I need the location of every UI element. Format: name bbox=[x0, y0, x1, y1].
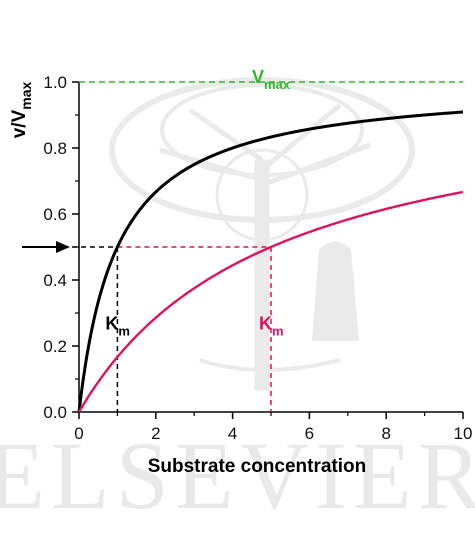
km-helper-lines bbox=[72, 246, 272, 412]
publisher-watermark: ELSEVIER bbox=[0, 77, 475, 529]
y-axis-title: v/Vmax bbox=[9, 82, 34, 139]
y-tick-label: 1.0 bbox=[43, 73, 67, 92]
x-tick-label: 6 bbox=[305, 424, 314, 443]
tree-illustration bbox=[109, 77, 415, 391]
vmax-label: Vmax bbox=[252, 67, 291, 92]
curve-km-1 bbox=[77, 110, 464, 413]
y-tick-label: 0.8 bbox=[43, 139, 67, 158]
x-tick-label: 4 bbox=[228, 424, 237, 443]
curve-km-5 bbox=[77, 190, 464, 413]
km-label-red: Km bbox=[259, 314, 284, 339]
watermark-text: ELSEVIER bbox=[0, 422, 475, 529]
y-tick-label: 0.0 bbox=[43, 403, 67, 422]
km-label-black: Km bbox=[105, 314, 130, 339]
y-tick-label: 0.4 bbox=[43, 271, 67, 290]
x-axis-ticks: 0 2 4 6 8 10 bbox=[74, 412, 472, 443]
y-tick-label: 0.2 bbox=[43, 337, 67, 356]
x-tick-label: 2 bbox=[151, 424, 160, 443]
y-tick-label: 0.6 bbox=[43, 205, 67, 224]
x-tick-label: 8 bbox=[381, 424, 390, 443]
x-tick-label: 0 bbox=[74, 424, 83, 443]
half-max-arrow bbox=[22, 241, 70, 253]
x-axis-title: Substrate concentration bbox=[148, 456, 367, 477]
y-axis-ticks: 0.0 0.2 0.4 0.6 0.8 1.0 bbox=[43, 73, 79, 422]
x-tick-label: 10 bbox=[454, 424, 473, 443]
